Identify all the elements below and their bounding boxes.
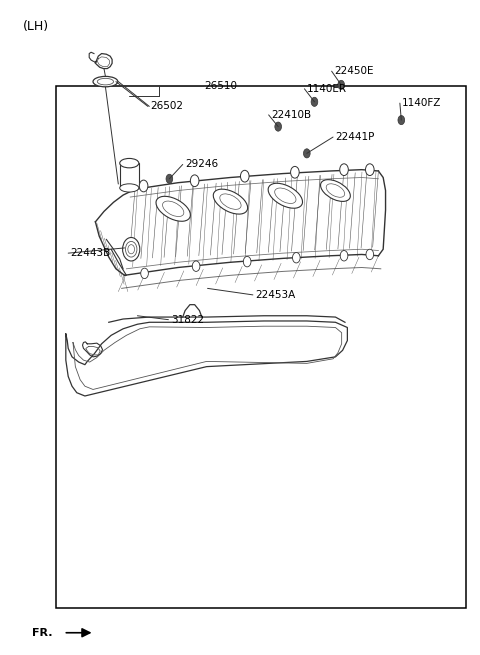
Ellipse shape (163, 201, 184, 217)
Text: 1140FZ: 1140FZ (402, 98, 442, 108)
Circle shape (191, 175, 199, 187)
Text: (LH): (LH) (23, 20, 49, 33)
Circle shape (398, 115, 405, 124)
Circle shape (311, 97, 318, 106)
Circle shape (290, 166, 299, 178)
Circle shape (192, 261, 200, 271)
Circle shape (141, 268, 148, 278)
Circle shape (125, 242, 137, 257)
Circle shape (240, 170, 249, 182)
Circle shape (340, 164, 348, 176)
Ellipse shape (326, 184, 345, 197)
Ellipse shape (321, 179, 350, 201)
Text: 31822: 31822 (171, 314, 204, 325)
Circle shape (166, 174, 173, 183)
Ellipse shape (275, 188, 296, 204)
Circle shape (292, 252, 300, 263)
Text: 22441P: 22441P (336, 132, 375, 142)
Circle shape (243, 256, 251, 267)
Ellipse shape (213, 189, 248, 214)
Ellipse shape (97, 79, 114, 85)
Text: 22443B: 22443B (71, 248, 111, 258)
Ellipse shape (120, 159, 139, 168)
Circle shape (365, 164, 374, 176)
Text: 22450E: 22450E (334, 66, 373, 76)
Ellipse shape (268, 183, 302, 208)
Circle shape (340, 251, 348, 261)
Circle shape (275, 122, 281, 131)
Text: 26502: 26502 (150, 102, 183, 111)
Ellipse shape (93, 77, 118, 87)
Text: 1140ER: 1140ER (307, 84, 347, 94)
Ellipse shape (220, 194, 241, 210)
Circle shape (366, 250, 373, 259)
Circle shape (128, 245, 134, 253)
Circle shape (303, 149, 310, 158)
Text: 26510: 26510 (204, 81, 237, 91)
Bar (56, 86, 466, 608)
Ellipse shape (120, 184, 139, 192)
Circle shape (338, 81, 345, 90)
Circle shape (122, 238, 140, 261)
Text: 22453A: 22453A (255, 290, 296, 300)
Text: FR.: FR. (33, 627, 53, 638)
Text: 29246: 29246 (185, 159, 218, 170)
Text: 22410B: 22410B (271, 110, 311, 120)
Ellipse shape (156, 196, 191, 221)
Circle shape (139, 180, 148, 192)
